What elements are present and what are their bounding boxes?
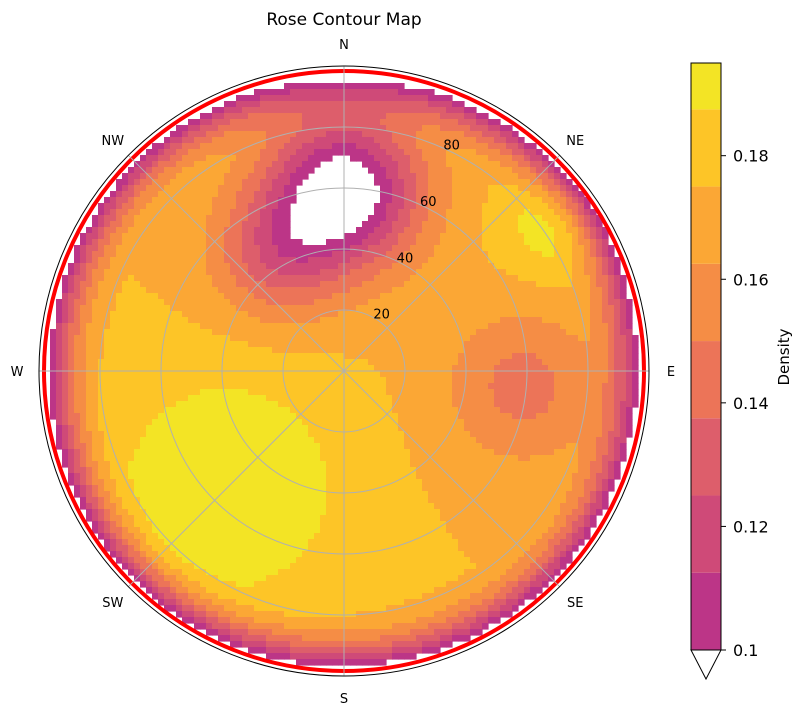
colorbar-segment <box>691 186 721 264</box>
colorbar-segment <box>691 109 721 187</box>
radial-gridline <box>221 248 467 494</box>
theta-label-se: SE <box>567 596 583 611</box>
theta-label-nw: NW <box>101 134 124 149</box>
theta-gridline <box>127 370 345 588</box>
colorbar-extend-min <box>690 649 722 681</box>
colorbar-segment <box>691 572 721 650</box>
radial-gridline <box>160 187 528 555</box>
chart-title: Rose Contour Map <box>266 10 421 30</box>
colorbar-segment <box>691 418 721 496</box>
radial-tick-label: 40 <box>397 251 414 266</box>
radial-gridline <box>99 126 589 616</box>
colorbar: 0.1 0.12 0.14 0.16 0.18 <box>690 62 769 681</box>
colorbar-tick-label: 0.1 <box>733 641 758 660</box>
theta-label-ne: NE <box>566 134 584 149</box>
colorbar-tick-label: 0.16 <box>733 270 769 289</box>
theta-label-w: W <box>11 365 24 380</box>
polar-plot: N NE E SE S SW W NW 20 40 60 80 <box>11 38 676 707</box>
theta-gridline <box>127 154 345 372</box>
colorbar-tick-label: 0.12 <box>733 517 769 536</box>
radial-tick-label: 80 <box>443 139 460 154</box>
polar-frame <box>38 65 650 677</box>
colorbar-segment <box>691 63 721 110</box>
colorbar-segment <box>691 495 721 573</box>
density-field <box>50 83 639 666</box>
radial-gridline <box>282 309 406 433</box>
theta-gridline <box>343 154 561 372</box>
theta-label-n: N <box>339 38 349 53</box>
theta-label-e: E <box>667 365 675 380</box>
colorbar-segment <box>691 263 721 342</box>
colorbar-tick-label: 0.14 <box>733 394 769 413</box>
theta-label-s: S <box>340 692 348 707</box>
theta-gridline <box>343 370 561 588</box>
colorbar-tick-label: 0.18 <box>733 147 769 166</box>
colorbar-label: Density <box>775 328 793 385</box>
colorbar-segment <box>691 341 721 419</box>
radial-tick-label: 20 <box>373 308 390 323</box>
theta-label-sw: SW <box>102 596 123 611</box>
radial-tick-label: 60 <box>420 195 437 210</box>
